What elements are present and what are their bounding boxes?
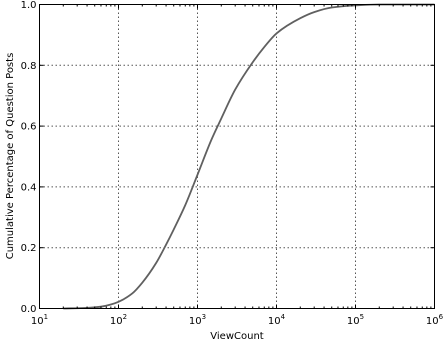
series-line-cdf (63, 3, 435, 310)
y-axis-label: Cumulative Percentage of Question Posts (5, 53, 16, 260)
plot-frame (39, 4, 435, 309)
y-tick-label: 0.6 (21, 122, 37, 133)
x-tick-label: 105 (347, 313, 364, 327)
x-axis-label: ViewCount (210, 331, 264, 342)
y-tick-label: 1.0 (21, 0, 37, 11)
y-tick-label: 0.4 (21, 182, 37, 193)
y-tick-label: 0.2 (21, 243, 37, 254)
x-tick-label: 102 (110, 313, 127, 327)
y-tick-label: 0.8 (21, 61, 37, 72)
x-tick-label: 101 (31, 313, 48, 327)
x-tick-label: 104 (268, 313, 286, 327)
x-tick-label: 106 (426, 313, 444, 327)
grid-lines (39, 4, 435, 309)
x-tick-label: 103 (189, 313, 206, 327)
y-tick-label: 0.0 (21, 304, 37, 315)
axis-ticks: 101 102 103 104 105 106 0.0 0.2 0.4 0.6 0.8 1.0 (21, 0, 444, 327)
